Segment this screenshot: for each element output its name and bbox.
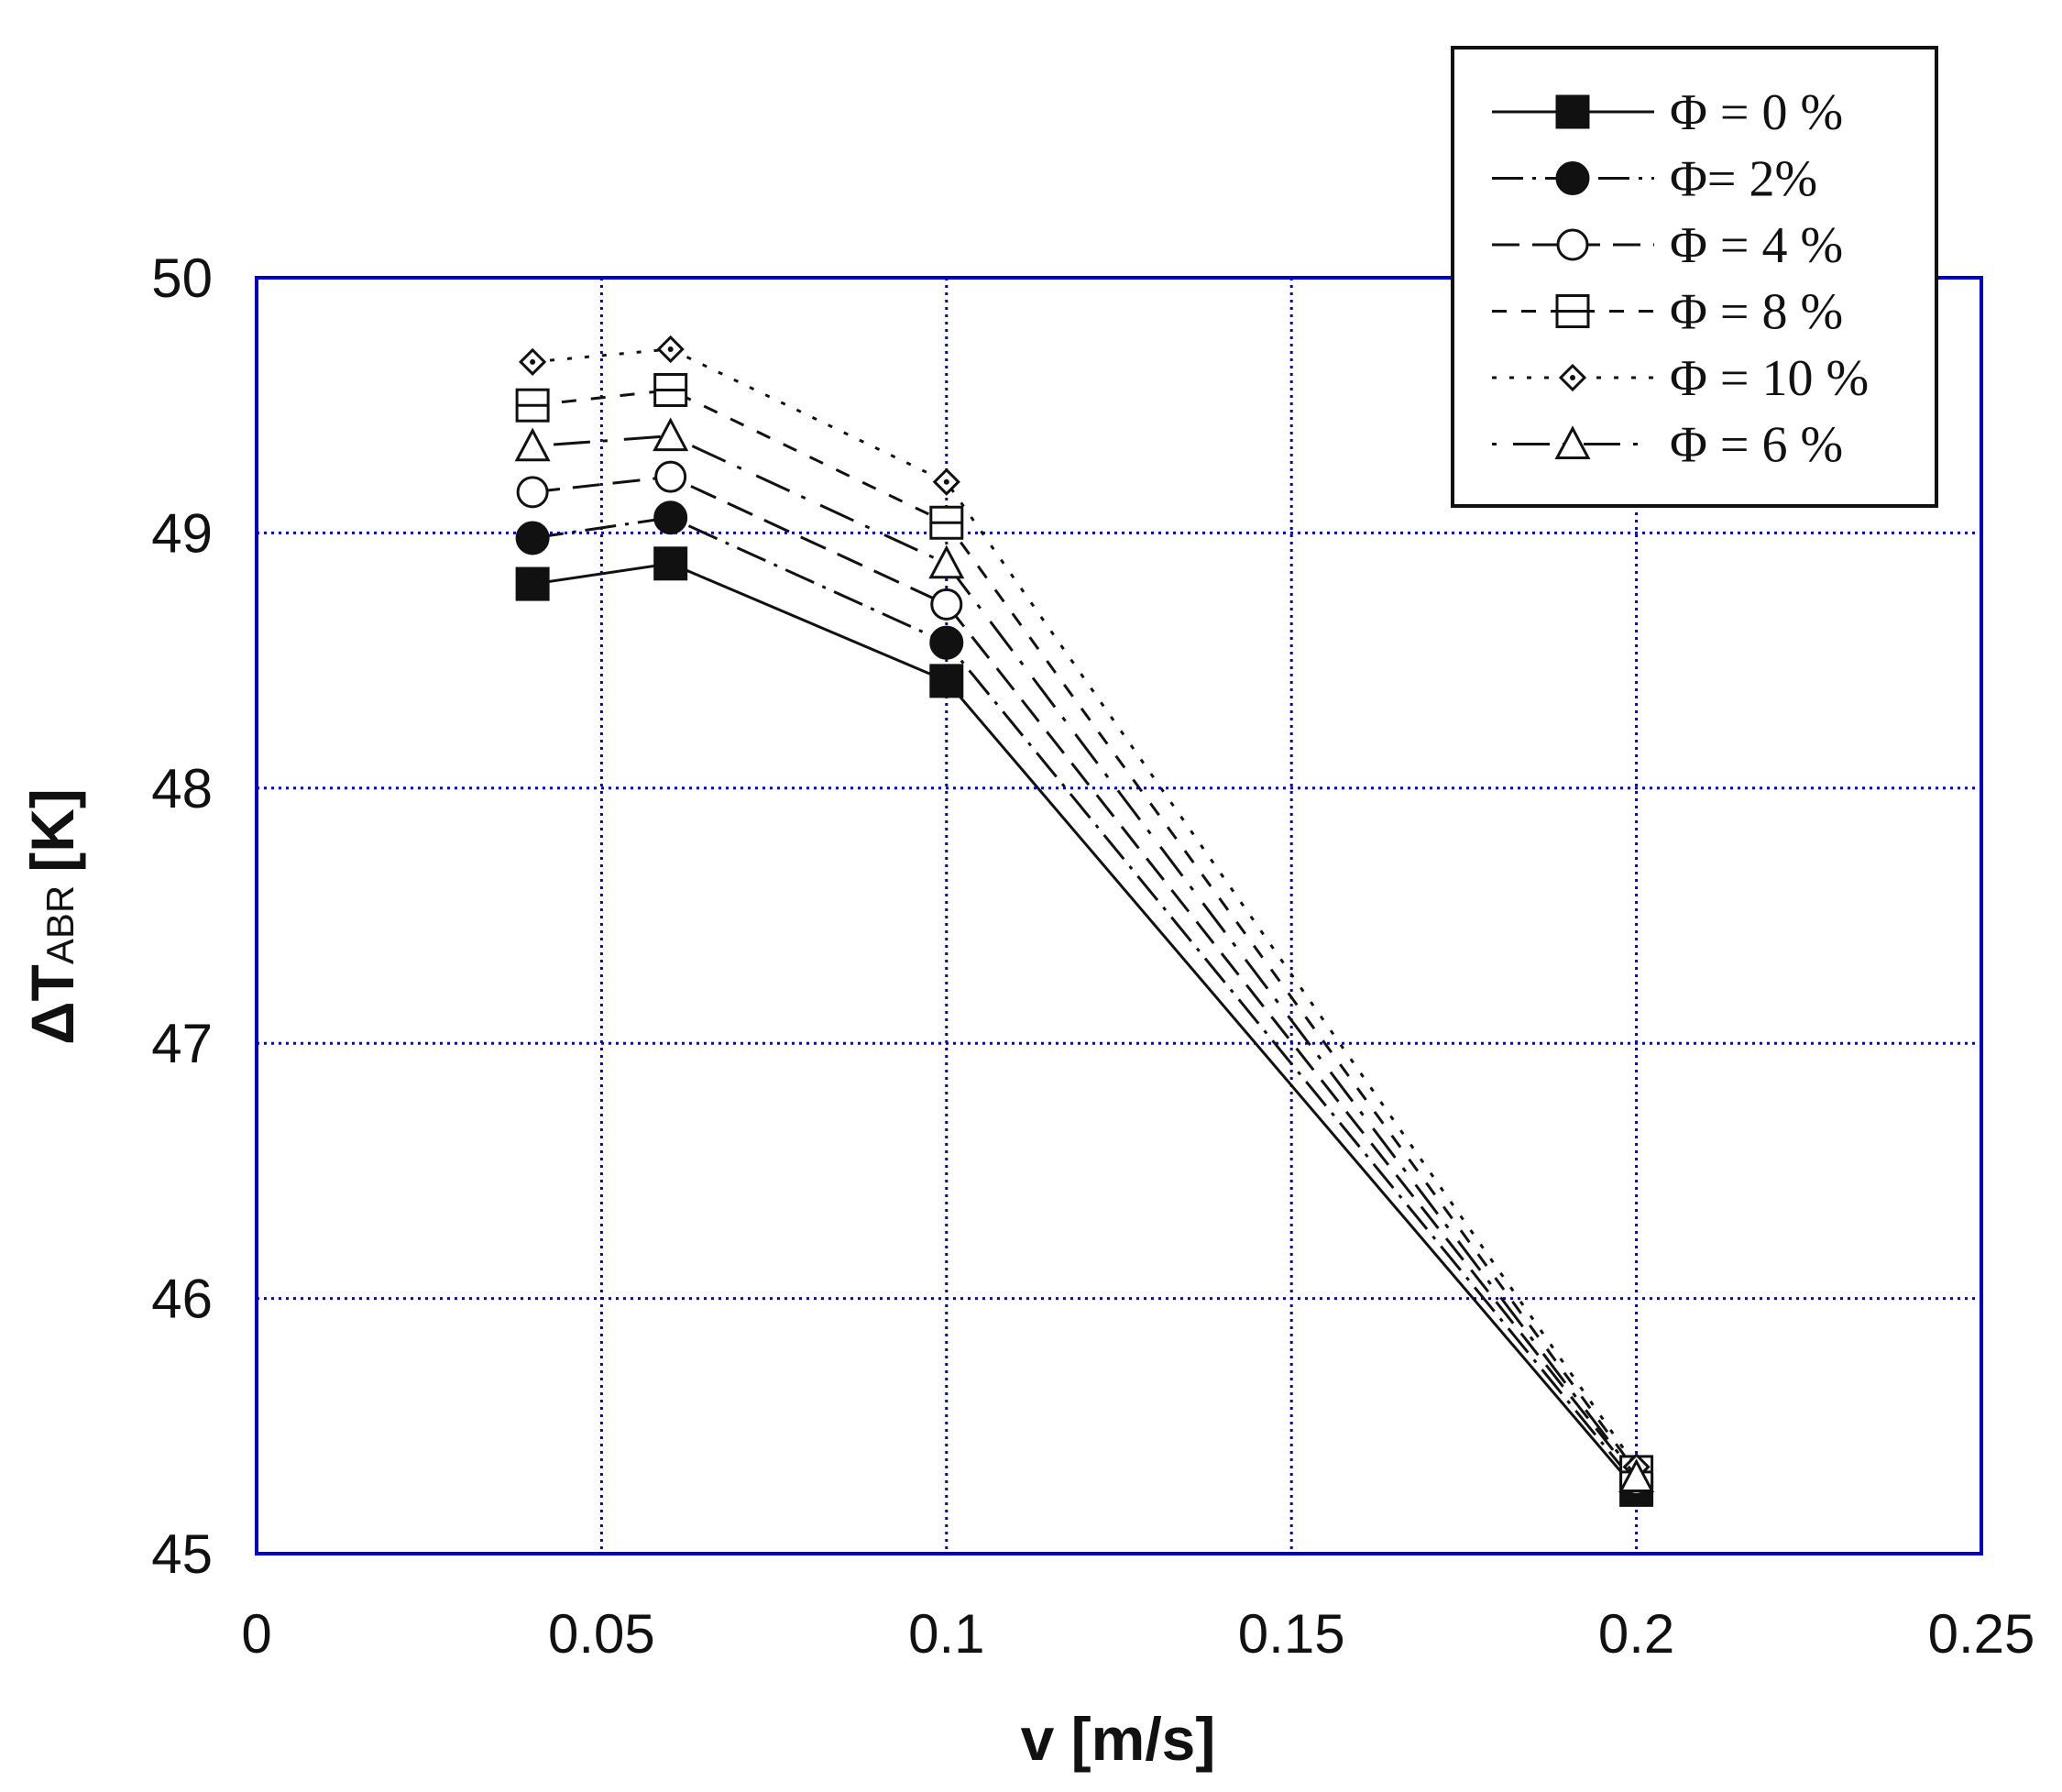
series-6 [514,417,1655,1492]
series-line [532,516,1638,1486]
x-tick-label: 0.15 [1238,1603,1345,1665]
legend-entry: Φ = 0 % [1492,84,1843,141]
series-line [532,475,1638,1481]
y-tick-label: 45 [151,1523,213,1585]
data-point [1618,1458,1655,1492]
svg-text:ΔTABR[K]: ΔTABR [K] [18,788,86,1045]
data-point [514,427,551,462]
y-axis-title-symbol: ΔT [18,964,86,1045]
data-point [653,372,688,407]
y-tick-labels: 45 46 47 48 49 50 [151,247,213,1585]
data-point [928,544,965,579]
plot-frame [255,276,1983,1556]
y-tick-label: 50 [151,247,213,309]
legend-label: Φ = 10 % [1670,350,1869,407]
data-point [654,460,687,493]
series-5 [518,335,1651,1481]
series-3 [516,460,1653,1496]
y-tick-label: 48 [151,758,213,819]
legend-marker [1555,161,1590,195]
legend-entry: Φ = 6 % [1492,417,1843,474]
series-line [532,434,1638,1479]
series-2 [515,500,1654,1502]
data-point [516,476,549,509]
x-tick-label: 0.05 [548,1603,655,1665]
y-axis-title-unit: [K] [18,788,86,873]
y-axis-title: ΔTABR [K] [18,788,86,1045]
legend-marker [1555,294,1590,328]
series-line [532,347,1638,1468]
legend-entry: Φ = 8 % [1492,284,1843,341]
legend: Φ = 0 % Φ= 2% Φ = 4 % Φ = 8 % Φ = 10 % Φ = 6 … [1451,46,1938,508]
y-tick-label: 49 [151,502,213,564]
data-point [656,335,685,364]
data-point [653,417,689,452]
series-4 [515,372,1654,1490]
data-point [515,388,550,423]
x-tick-label: 0 [241,1603,271,1665]
series-1 [515,546,1654,1507]
data-point [515,521,550,555]
legend-marker [1556,228,1589,261]
legend-marker [1555,94,1590,129]
legend-entry: Φ = 10 % [1492,350,1869,407]
legend-label: Φ = 6 % [1670,417,1843,474]
data-point [653,546,688,581]
data-point [515,566,550,601]
data-point [929,625,964,660]
series-layer [514,335,1655,1507]
data-point [929,664,964,698]
x-tick-label: 0.25 [1928,1603,2035,1665]
series-line [532,388,1638,1473]
y-tick-label: 47 [151,1013,213,1074]
legend-label: Φ = 0 % [1670,84,1843,141]
x-tick-label: 0.1 [908,1603,984,1665]
data-point [653,500,688,535]
legend-box [1451,46,1938,508]
y-tick-label: 46 [151,1269,213,1330]
legend-entry: Φ= 2% [1492,151,1817,208]
x-tick-labels: 0 0.05 0.1 0.15 0.2 0.25 [241,1603,2035,1665]
data-point [930,588,963,621]
legend-entry: Φ = 4 % [1492,217,1843,274]
x-tick-label: 0.2 [1598,1603,1674,1665]
legend-marker [1554,425,1591,459]
data-point [929,505,964,540]
legend-label: Φ= 2% [1670,151,1817,208]
legend-label: Φ = 8 % [1670,284,1843,341]
series-line [532,562,1638,1491]
data-point [518,347,547,376]
legend-marker [1558,363,1587,392]
legend-label: Φ = 4 % [1670,217,1843,274]
x-axis-title: v [m/s] [1021,1705,1216,1773]
data-point [932,467,960,496]
y-axis-title-subscript: ABR [38,885,82,964]
